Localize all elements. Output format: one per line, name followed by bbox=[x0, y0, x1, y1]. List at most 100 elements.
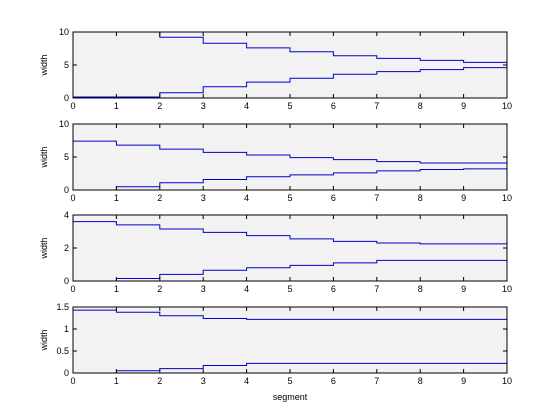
y-tick-label: 5 bbox=[64, 152, 69, 162]
data-point bbox=[246, 47, 247, 48]
x-tick-label: 7 bbox=[374, 376, 379, 386]
data-point bbox=[246, 235, 247, 236]
y-tick-label: 0.5 bbox=[56, 346, 69, 356]
x-tick-label: 6 bbox=[331, 284, 336, 294]
x-tick-label: 3 bbox=[201, 376, 206, 386]
series-line-1 bbox=[73, 31, 507, 63]
y-tick-label: 4 bbox=[64, 210, 69, 220]
data-point bbox=[463, 319, 464, 320]
data-point bbox=[376, 260, 377, 261]
data-point bbox=[159, 182, 160, 183]
data-point bbox=[289, 174, 290, 175]
data-point bbox=[376, 58, 377, 59]
x-tick-label: 3 bbox=[201, 284, 206, 294]
data-point bbox=[420, 260, 421, 261]
data-point bbox=[203, 179, 204, 180]
subplot-1: 0 1 2 3 4 5 6 7 8 9 10 0 5 10 width bbox=[39, 27, 512, 111]
x-tick-label: 9 bbox=[461, 193, 466, 203]
y-tick-label: 0 bbox=[64, 185, 69, 195]
y-axis-label: width bbox=[39, 237, 49, 259]
data-point bbox=[289, 363, 290, 364]
data-point bbox=[116, 145, 117, 146]
x-tick-label: 10 bbox=[502, 101, 512, 111]
data-point bbox=[116, 224, 117, 225]
data-point bbox=[333, 74, 334, 75]
data-point bbox=[159, 148, 160, 149]
x-tick-label: 9 bbox=[461, 376, 466, 386]
x-tick-label: 3 bbox=[201, 193, 206, 203]
x-tick-label: 6 bbox=[331, 101, 336, 111]
series-line-2 bbox=[73, 259, 507, 282]
series-line-2 bbox=[73, 67, 507, 98]
subplot-4: 0 1 2 3 4 5 6 7 8 9 10 0 0.5 1 1.5 width segment bbox=[39, 302, 512, 402]
x-tick-label: 7 bbox=[374, 284, 379, 294]
x-tick-label: 8 bbox=[418, 376, 423, 386]
x-tick-label: 1 bbox=[114, 284, 119, 294]
data-point bbox=[463, 168, 464, 169]
y-axis-label: width bbox=[39, 329, 49, 351]
x-tick-label: 1 bbox=[114, 101, 119, 111]
x-tick-label: 0 bbox=[70, 284, 75, 294]
data-point bbox=[463, 363, 464, 364]
data-point bbox=[159, 92, 160, 93]
data-point bbox=[376, 242, 377, 243]
data-point bbox=[463, 243, 464, 244]
x-tick-label: 4 bbox=[244, 193, 249, 203]
data-point bbox=[159, 228, 160, 229]
data-point bbox=[333, 262, 334, 263]
series-line-1 bbox=[73, 140, 508, 164]
data-point bbox=[246, 154, 247, 155]
x-tick-label: 1 bbox=[114, 193, 119, 203]
data-point bbox=[246, 363, 247, 364]
x-tick-label: 4 bbox=[244, 101, 249, 111]
data-point bbox=[289, 51, 290, 52]
x-axis-label: segment bbox=[273, 392, 308, 402]
x-tick-label: 8 bbox=[418, 193, 423, 203]
data-point bbox=[463, 67, 464, 68]
x-tick-label: 2 bbox=[157, 376, 162, 386]
series-line-1 bbox=[73, 309, 507, 320]
plot-area bbox=[73, 307, 507, 373]
y-tick-label: 2 bbox=[64, 243, 69, 253]
data-point bbox=[333, 172, 334, 173]
data-point bbox=[463, 62, 464, 63]
x-tick-label: 5 bbox=[287, 376, 292, 386]
y-tick-label: 5 bbox=[64, 60, 69, 70]
data-point bbox=[246, 319, 247, 320]
data-point bbox=[203, 152, 204, 153]
data-point bbox=[289, 265, 290, 266]
x-tick-label: 0 bbox=[70, 101, 75, 111]
data-point bbox=[289, 319, 290, 320]
data-point bbox=[376, 319, 377, 320]
data-point bbox=[203, 43, 204, 44]
data-point bbox=[420, 363, 421, 364]
x-tick-label: 2 bbox=[157, 101, 162, 111]
data-point bbox=[420, 243, 421, 244]
x-tick-label: 10 bbox=[502, 376, 512, 386]
x-tick-label: 10 bbox=[502, 284, 512, 294]
data-point bbox=[159, 274, 160, 275]
x-tick-label: 7 bbox=[374, 193, 379, 203]
series-line-2 bbox=[73, 362, 507, 374]
x-tick-label: 5 bbox=[287, 101, 292, 111]
x-tick-label: 7 bbox=[374, 101, 379, 111]
data-point bbox=[289, 157, 290, 158]
y-tick-label: 0 bbox=[64, 368, 69, 378]
data-point bbox=[333, 363, 334, 364]
data-point bbox=[420, 169, 421, 170]
data-point bbox=[246, 82, 247, 83]
data-point bbox=[159, 315, 160, 316]
data-point bbox=[333, 55, 334, 56]
y-tick-label: 1 bbox=[64, 324, 69, 334]
x-tick-label: 0 bbox=[70, 193, 75, 203]
data-point bbox=[203, 365, 204, 366]
x-tick-label: 2 bbox=[157, 193, 162, 203]
data-point bbox=[376, 71, 377, 72]
y-tick-label: 0 bbox=[64, 93, 69, 103]
plot-area bbox=[73, 32, 507, 98]
x-tick-label: 5 bbox=[287, 284, 292, 294]
data-point bbox=[463, 260, 464, 261]
x-tick-label: 9 bbox=[461, 284, 466, 294]
x-tick-label: 1 bbox=[114, 376, 119, 386]
